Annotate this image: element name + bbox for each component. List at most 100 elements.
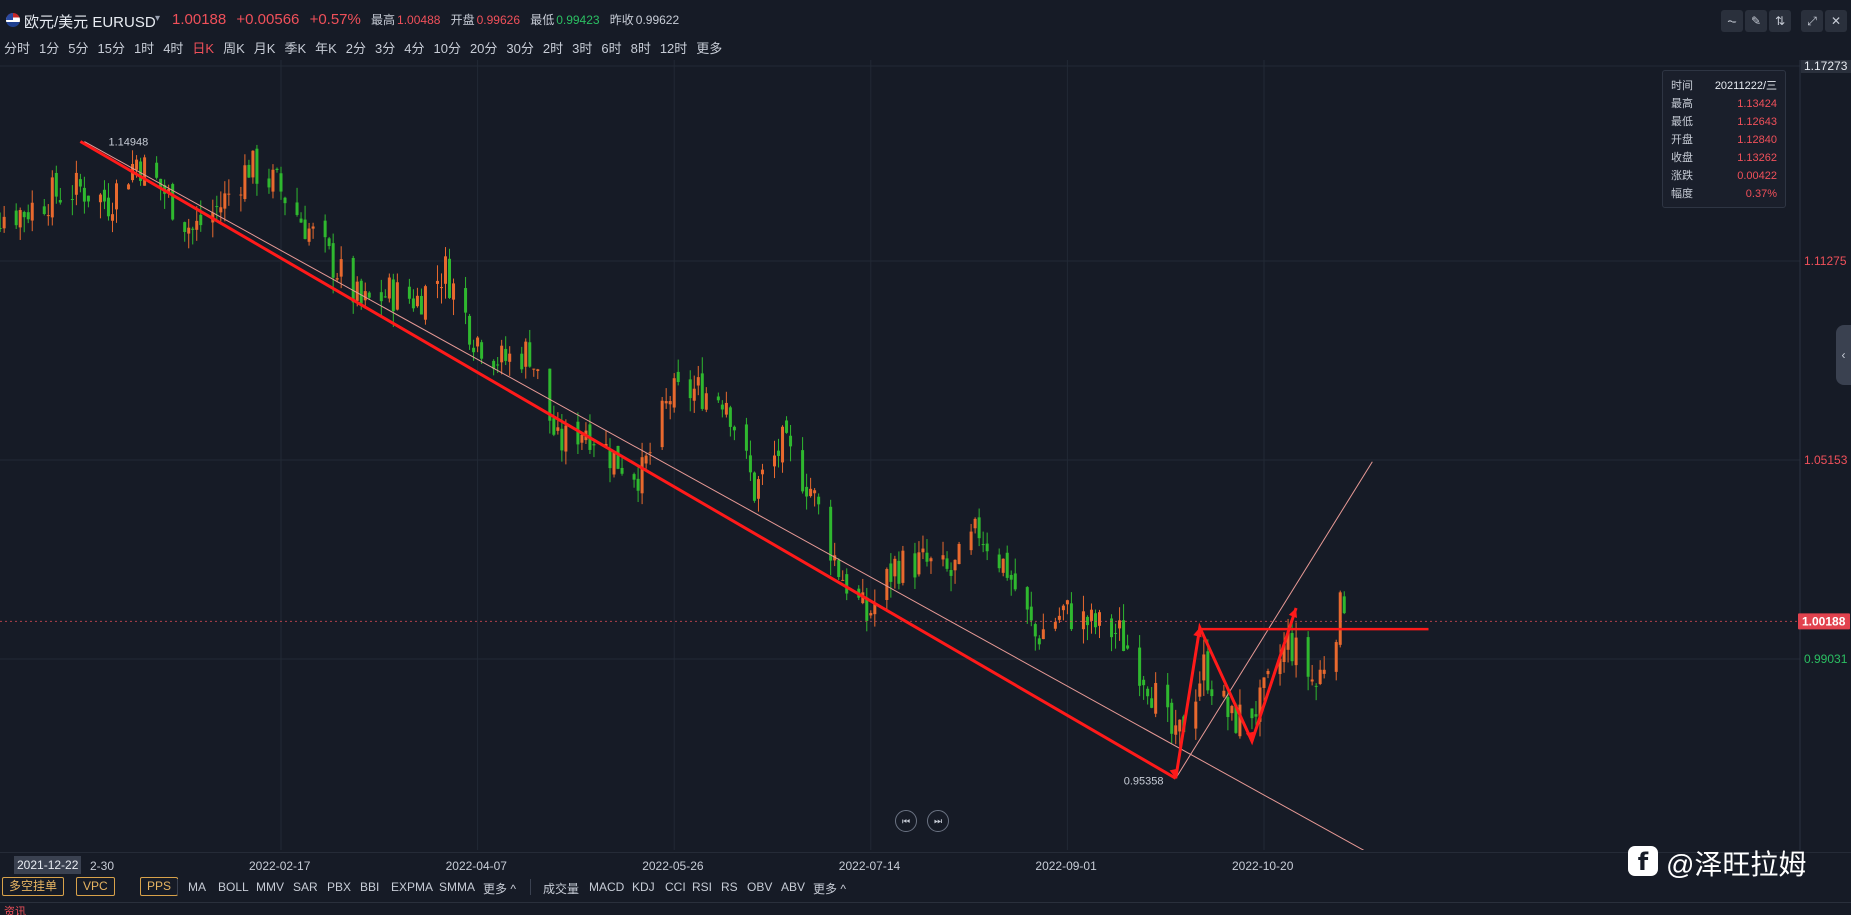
period-tab[interactable]: 分时 — [4, 41, 31, 56]
sub-indicator-item[interactable]: RSI — [692, 880, 713, 894]
sub-indicator-item[interactable]: ABV — [781, 880, 806, 894]
candle-body — [841, 579, 845, 581]
candle-body — [106, 197, 110, 217]
period-tab[interactable]: 季K — [284, 41, 307, 56]
period-tab[interactable]: 10分 — [433, 41, 461, 56]
indicator-toggle-button[interactable]: PPS — [140, 877, 179, 896]
low-label: 最低 — [530, 13, 555, 27]
chevron-left-icon[interactable]: ‹ — [1836, 325, 1851, 385]
divider — [177, 879, 178, 895]
chevron-down-icon[interactable]: ▾ — [155, 13, 161, 24]
candlestick-chart[interactable]: 1.112751.051530.990310.929091.172731.001… — [0, 60, 1851, 850]
main-indicator-item[interactable]: MA — [188, 880, 206, 894]
sub-indicator-item[interactable]: MACD — [589, 880, 625, 894]
period-tab[interactable]: 3分 — [375, 41, 396, 56]
candle-body — [239, 194, 243, 196]
candle-body — [773, 455, 777, 467]
candle-body — [303, 219, 307, 239]
candle-body — [423, 286, 427, 320]
period-tab[interactable]: 8时 — [630, 41, 651, 56]
sub-indicator-item[interactable]: RS — [721, 880, 738, 894]
main-indicator-item[interactable]: 更多 ^ — [483, 882, 516, 896]
info-key: 幅度 — [1671, 188, 1693, 200]
indicator-toggle-button[interactable]: 多空挂单 — [2, 877, 65, 896]
close-icon[interactable]: ✕ — [1825, 10, 1847, 32]
low-value: 0.99423 — [556, 13, 600, 27]
pen-icon[interactable]: ✎ — [1745, 10, 1767, 32]
expand-icon[interactable]: ⤢ — [1801, 10, 1823, 32]
main-indicator-item[interactable]: SAR — [293, 880, 318, 894]
candle-body — [114, 183, 118, 210]
candle-body — [195, 220, 199, 230]
period-tab[interactable]: 4时 — [163, 41, 184, 56]
main-indicator-item[interactable]: PBX — [327, 880, 352, 894]
period-tab[interactable]: 4分 — [404, 41, 425, 56]
main-indicator-item[interactable]: BBI — [360, 880, 380, 894]
skip-forward-icon[interactable]: ⏭ — [927, 810, 949, 832]
indicator-toggle-button[interactable]: VPC — [76, 877, 115, 896]
candle-body — [139, 161, 143, 182]
period-tab[interactable]: 2时 — [542, 41, 564, 56]
period-more-dropdown[interactable]: 更多 — [696, 41, 723, 56]
skip-back-icon[interactable]: ⏮ — [895, 810, 917, 832]
sub-indicator-item[interactable]: KDJ — [632, 880, 655, 894]
candle-body — [468, 315, 472, 345]
period-tab[interactable]: 月K — [253, 41, 276, 56]
sub-indicator-item[interactable]: 更多 ^ — [813, 882, 846, 896]
candle-body — [102, 189, 106, 202]
candle-body — [953, 559, 957, 571]
candle-body — [1314, 685, 1318, 687]
main-indicator-item[interactable]: MMV — [256, 880, 284, 894]
sub-indicator-item[interactable]: CCI — [665, 880, 686, 894]
candle-body — [700, 373, 704, 409]
bottom-bar: 资讯 — [0, 902, 1851, 915]
period-tab[interactable]: 1时 — [133, 41, 155, 56]
candle-body — [135, 159, 139, 170]
main-indicator-item[interactable]: BOLL — [218, 880, 249, 894]
candle-body — [1005, 552, 1009, 578]
candle-body — [215, 206, 219, 208]
candle-body — [576, 421, 580, 445]
candle-body — [1013, 573, 1017, 590]
symbol-name[interactable]: 欧元/美元 EURUSD — [24, 14, 156, 31]
candle-body — [748, 455, 752, 473]
candle-body — [941, 555, 945, 560]
chart-canvas[interactable]: 1.112751.051530.990310.929091.172731.001… — [0, 60, 1851, 850]
flag-icon — [6, 13, 20, 27]
candle-body — [1097, 612, 1101, 626]
line-tool-icon[interactable]: ⏦ — [1721, 10, 1743, 32]
candle-body — [873, 602, 877, 615]
candle-body — [472, 347, 476, 353]
candle-body — [496, 364, 500, 366]
sub-indicator-item[interactable]: OBV — [747, 880, 773, 894]
period-tab[interactable]: 周K — [223, 41, 245, 56]
candle-body — [223, 193, 227, 209]
header: 欧元/美元 EURUSD ▾ 1.00188 +0.00566 +0.57% 最… — [0, 0, 1851, 56]
period-tab[interactable]: 2分 — [345, 41, 367, 56]
candle-body — [833, 555, 837, 561]
main-indicator-item[interactable]: SMMA — [439, 880, 475, 894]
candle-body — [640, 457, 644, 494]
period-tab[interactable]: 12时 — [659, 41, 688, 56]
candle-body — [716, 396, 720, 401]
period-tab[interactable]: 6时 — [601, 41, 622, 56]
period-tab[interactable]: 年K — [315, 41, 337, 56]
period-tab[interactable]: 5分 — [68, 41, 89, 56]
period-tab[interactable]: 日K — [192, 41, 215, 56]
period-tab[interactable]: 30分 — [506, 41, 534, 56]
period-tab[interactable]: 15分 — [97, 41, 125, 56]
news-label[interactable]: 资讯 — [4, 906, 26, 915]
main-indicator-item[interactable]: EXPMA — [391, 880, 434, 894]
candle-body — [760, 469, 764, 475]
compare-icon[interactable]: ⇅ — [1769, 10, 1791, 32]
candle-body — [267, 178, 271, 188]
candle-body — [243, 165, 247, 200]
candle-body — [1142, 679, 1146, 686]
candle-body — [452, 283, 456, 300]
period-tab[interactable]: 1分 — [39, 41, 60, 56]
candle-body — [275, 168, 279, 171]
sub-indicator-item[interactable]: 成交量 — [543, 882, 580, 896]
info-key: 开盘 — [1671, 134, 1693, 146]
period-tab[interactable]: 20分 — [469, 41, 498, 56]
period-tab[interactable]: 3时 — [572, 41, 593, 56]
